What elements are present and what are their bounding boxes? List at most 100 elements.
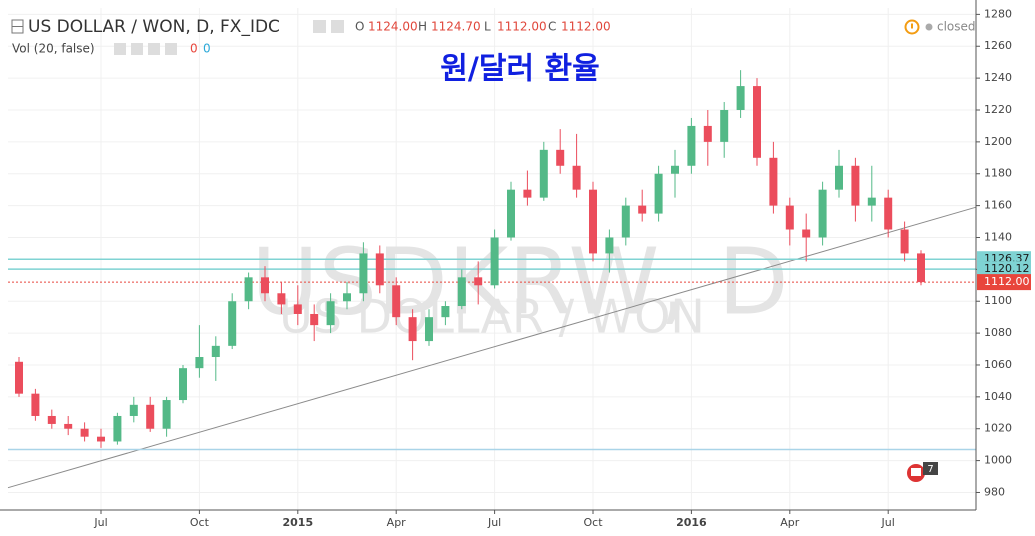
price-tag <box>977 274 1031 291</box>
y-tick-label: 1140 <box>984 230 1012 243</box>
ohlc-legend: O 1124.00 H 1124.70 L 1112.00 C 1112.00 <box>355 20 611 34</box>
y-tick-label: 1100 <box>984 294 1012 307</box>
candle-body <box>15 361 23 394</box>
candle-body <box>244 277 253 302</box>
chart-title: 원/달러 환율 <box>440 52 599 87</box>
candle-body <box>884 197 893 230</box>
candle-body <box>720 109 729 142</box>
candle-body <box>621 205 630 238</box>
candle-body <box>687 125 696 166</box>
candle-body <box>97 436 105 442</box>
volume-value: 0 <box>190 42 198 56</box>
y-tick-label: 980 <box>984 485 1005 498</box>
y-tick-label: 1080 <box>984 326 1012 339</box>
symbol: US DOLLAR / WON, D, FX_IDC <box>28 17 280 37</box>
candle-body <box>638 205 647 214</box>
candle-body <box>146 404 155 429</box>
x-tick-label: Apr <box>387 516 407 529</box>
events-badge-count-box <box>923 462 938 475</box>
ohlc-name: C <box>548 20 556 34</box>
candle-body <box>375 253 384 286</box>
candle-body <box>113 415 122 442</box>
candle-body <box>293 304 302 314</box>
candle-body <box>392 285 401 318</box>
candle-body <box>343 293 351 302</box>
candle-body <box>605 237 614 254</box>
candle-body <box>408 317 417 342</box>
events-badge-count: 7 <box>927 464 933 475</box>
candle-body <box>703 125 712 142</box>
volume-legend: Vol (20, false) <box>12 42 95 56</box>
candle-body <box>785 205 794 230</box>
candle-body <box>753 86 761 158</box>
candle-body <box>802 229 811 238</box>
volume-value: 0 <box>203 42 211 56</box>
candle-body <box>507 189 515 238</box>
candle-body <box>80 428 89 437</box>
candle-body <box>835 165 843 190</box>
market-status: closed <box>937 20 976 34</box>
vol-icon[interactable] <box>148 43 160 55</box>
candle-body <box>31 393 40 416</box>
candle-body <box>539 149 548 198</box>
candle-body <box>162 400 171 429</box>
ohlc-value: 1112.00 <box>497 20 547 34</box>
y-tick-label: 1060 <box>984 358 1012 371</box>
candle-body <box>228 301 237 346</box>
candle-body <box>195 357 204 369</box>
y-tick-label: 1220 <box>984 103 1012 116</box>
x-tick-label: Jul <box>93 516 107 529</box>
x-tick-label: 2015 <box>282 516 313 529</box>
candle-body <box>179 368 187 401</box>
candle-body <box>310 313 319 326</box>
candle-body <box>867 197 876 206</box>
alert-icon[interactable] <box>904 19 920 35</box>
settings-icon[interactable] <box>313 20 326 33</box>
y-tick-label: 1200 <box>984 135 1012 148</box>
candle-body <box>64 423 73 429</box>
candle-body <box>671 165 679 174</box>
price-tag-label: 1112.00 <box>984 275 1030 288</box>
vol-icon[interactable] <box>165 43 177 55</box>
candle-body <box>211 345 220 358</box>
candle-body <box>277 293 286 305</box>
vol-icon[interactable] <box>114 43 126 55</box>
candle-body <box>129 404 138 416</box>
candle-body <box>851 165 860 206</box>
candle-body <box>359 253 368 294</box>
trendline <box>7 206 977 489</box>
candle-body <box>654 173 663 214</box>
status-dot <box>925 23 933 31</box>
candle-body <box>261 277 269 294</box>
x-tick-label: 2016 <box>676 516 707 529</box>
candle-body <box>556 149 565 166</box>
y-tick-label: 1040 <box>984 390 1012 403</box>
hide-icon[interactable] <box>331 20 344 33</box>
candle-body <box>572 165 581 190</box>
candle-body <box>457 277 466 307</box>
candle-body <box>425 317 433 342</box>
x-tick-label: Oct <box>583 516 603 529</box>
candle-body <box>474 277 483 286</box>
y-tick-label: 1180 <box>984 167 1012 180</box>
ohlc-name: O <box>355 20 364 34</box>
y-tick-label: 1260 <box>984 39 1012 52</box>
candle-body <box>326 301 335 326</box>
ohlc-name: L <box>484 20 491 34</box>
candle-body <box>441 306 450 318</box>
x-tick-label: Jul <box>881 516 895 529</box>
candle-body <box>900 229 909 254</box>
candle-body <box>490 237 499 286</box>
x-tick-label: Apr <box>780 516 800 529</box>
vol-icon[interactable] <box>131 43 143 55</box>
y-tick-label: 1280 <box>984 7 1012 20</box>
candle-body <box>818 189 827 238</box>
candle-body <box>917 253 925 283</box>
y-tick-label: 1000 <box>984 454 1012 467</box>
y-tick-label: 1240 <box>984 71 1012 84</box>
candle-body <box>523 189 532 198</box>
axes: 9801000102010401060108011001120114011601… <box>93 7 1031 529</box>
